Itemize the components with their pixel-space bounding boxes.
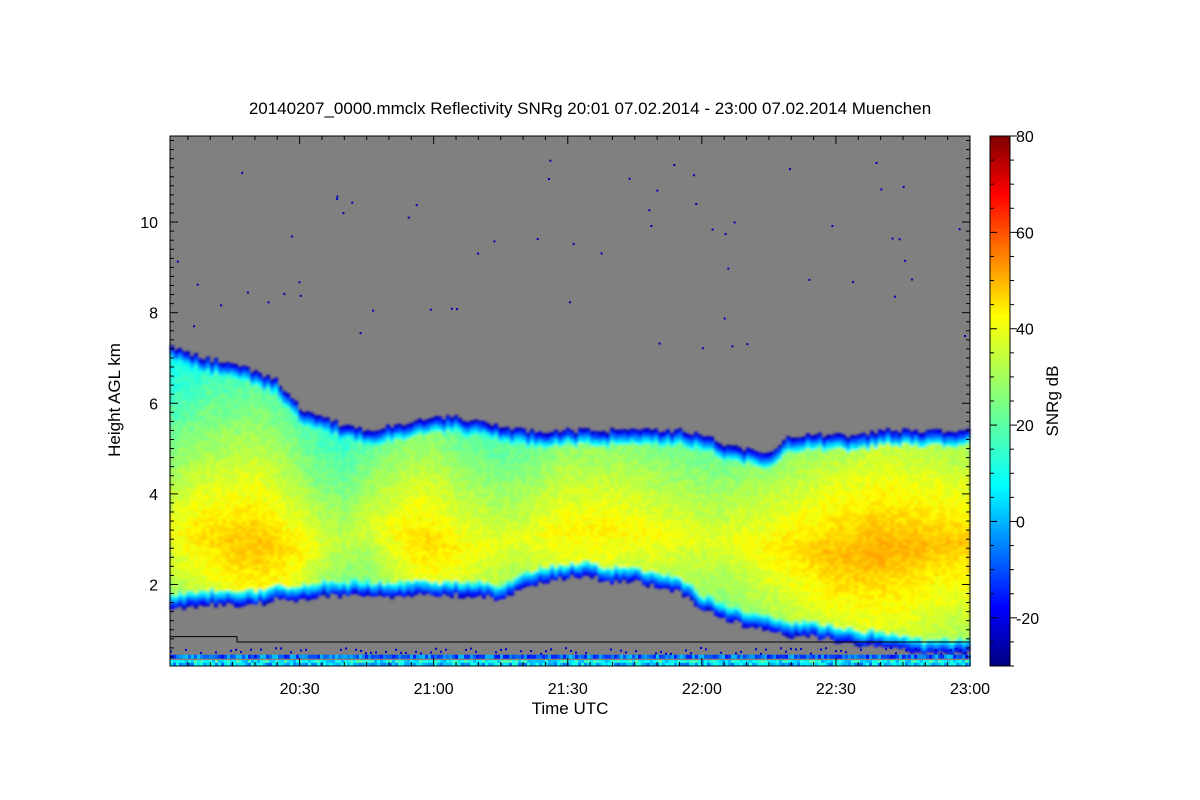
- colorbar-tick-label: 20: [1016, 418, 1034, 435]
- cloud-echo-field: [170, 345, 970, 658]
- x-tick-label: 21:00: [414, 681, 454, 698]
- colorbar-axis: -20 0 20 40 60 80: [990, 129, 1039, 667]
- y-tick-label: 10: [140, 215, 158, 232]
- y-tick-label: 8: [149, 306, 158, 323]
- colorbar-tick-label: -20: [1016, 611, 1039, 628]
- x-tick-label: 22:00: [682, 681, 722, 698]
- x-tick-label: 22:30: [816, 681, 856, 698]
- plot-frame: [169, 135, 971, 667]
- colorbar-tick-label: 80: [1016, 129, 1034, 146]
- y-axis: 2 4 6 8 10: [140, 140, 970, 658]
- y-tick-label: 6: [149, 396, 158, 413]
- chart-title: 20140207_0000.mmclx Reflectivity SNRg 20…: [249, 99, 931, 118]
- y-axis-label: Height AGL km: [105, 343, 124, 457]
- colorbar-tick-label: 60: [1016, 225, 1034, 242]
- ground-clutter: [170, 647, 971, 666]
- x-axis-label: Time UTC: [532, 699, 609, 718]
- plot-area: [170, 159, 971, 666]
- x-tick-label: 21:30: [548, 681, 588, 698]
- colorbar-label: SNRg dB: [1043, 366, 1062, 437]
- clutter-boundary-line: [170, 636, 970, 643]
- colorbar-tick-label: 0: [1016, 514, 1025, 531]
- x-tick-label: 20:30: [280, 681, 320, 698]
- noise-points: [176, 159, 966, 350]
- y-tick-label: 4: [149, 487, 158, 504]
- colorbar-tick-label: 40: [1016, 322, 1034, 339]
- x-axis: 20:30 21:00 21:30 22:00 22:30 23:00: [187, 136, 990, 698]
- x-tick-label: 23:00: [950, 681, 990, 698]
- y-tick-label: 2: [149, 577, 158, 594]
